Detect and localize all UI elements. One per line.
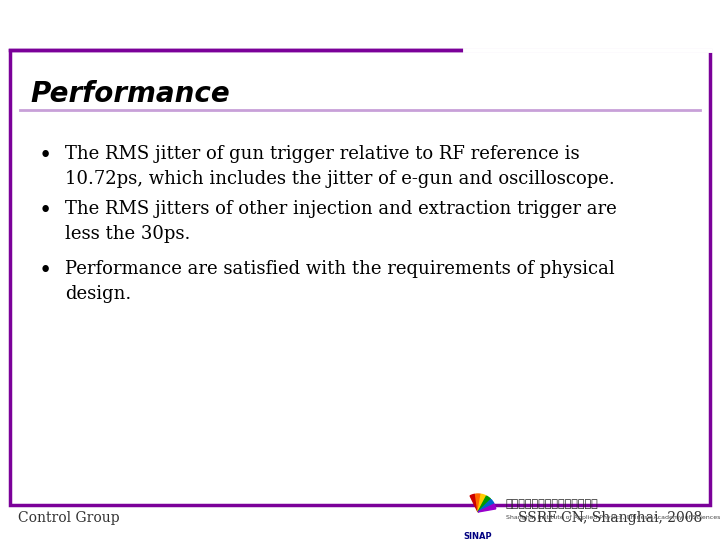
Text: The RMS jitters of other injection and extraction trigger are
less the 30ps.: The RMS jitters of other injection and e… [65,200,617,243]
Text: Shanghai Institute of Applied Physics, Chinese Academy of Sciences: Shanghai Institute of Applied Physics, C… [506,515,720,519]
Text: •: • [38,200,52,222]
Text: Performance are satisfied with the requirements of physical
design.: Performance are satisfied with the requi… [65,260,615,303]
Text: •: • [38,260,52,282]
Text: Performance: Performance [30,80,230,108]
Polygon shape [478,494,486,512]
Text: SSRF CN, Shanghai, 2008: SSRF CN, Shanghai, 2008 [518,511,702,525]
Polygon shape [478,504,496,512]
Bar [10,50,710,505]
Text: •: • [38,145,52,167]
Polygon shape [470,494,478,512]
Text: SINAP: SINAP [464,532,492,540]
Text: The RMS jitter of gun trigger relative to RF reference is
10.72ps, which include: The RMS jitter of gun trigger relative t… [65,145,615,188]
Text: Control Group: Control Group [18,511,120,525]
Polygon shape [478,500,494,512]
Polygon shape [475,494,480,512]
Polygon shape [478,496,490,512]
Text: 中国科学院上海应用物理研究所: 中国科学院上海应用物理研究所 [506,499,599,509]
